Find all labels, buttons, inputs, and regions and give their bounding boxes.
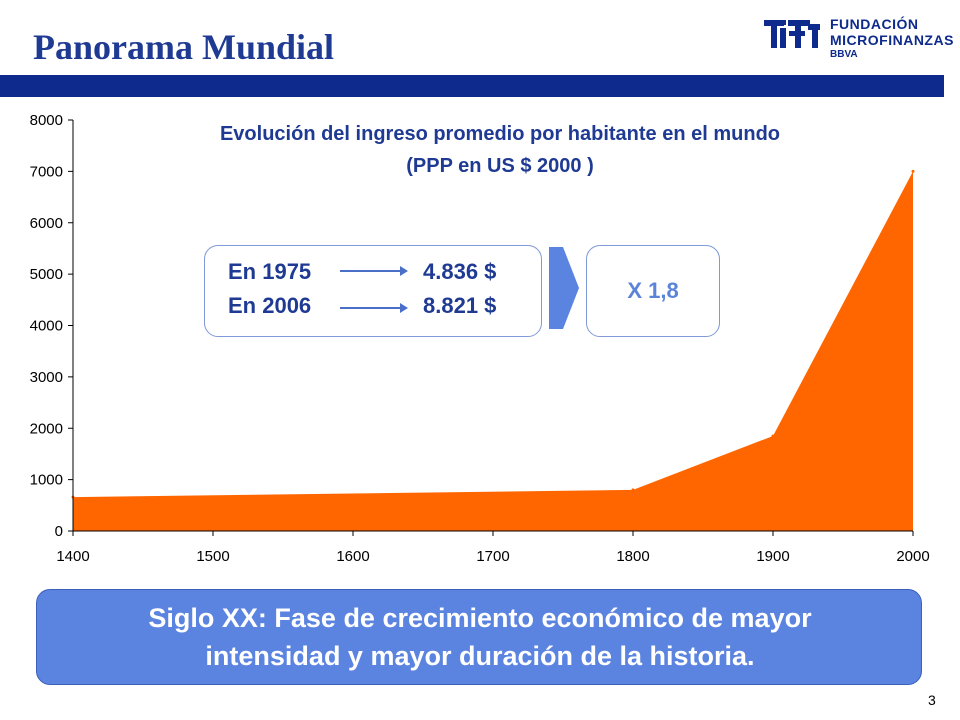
- info-value-1975: 4.836 $: [423, 259, 497, 284]
- income-area-chart: 0 1000 2000 3000 4000 5000 6000 7000 8000 1400 150…: [30, 112, 930, 565]
- logo-mark-icon: [764, 20, 820, 48]
- arrow-right-icon: [340, 266, 408, 276]
- conclusion-line-1: Siglo XX: Fase de crecimiento económico …: [148, 603, 812, 633]
- header-bar: [0, 75, 944, 97]
- plot-area: 0 1000 2000 3000 4000 5000 6000 7000 8000 1400 150…: [30, 112, 930, 565]
- x-tick-label: 1700: [476, 548, 509, 565]
- y-tick-label: 6000: [30, 215, 63, 232]
- chart-title: Evolución del ingreso promedio por habit…: [219, 123, 781, 145]
- y-tick-label: 1000: [30, 472, 63, 489]
- logo-text-line2: MICROFINANZAS: [830, 32, 954, 48]
- y-tick-label: 8000: [30, 112, 63, 129]
- logo-text-line3: BBVA: [830, 49, 858, 60]
- y-tick-label: 0: [55, 523, 63, 540]
- y-tick-label: 4000: [30, 318, 63, 335]
- area-series: [73, 171, 913, 531]
- info-year-1975: En 1975: [228, 259, 312, 284]
- x-tick-label: 2000: [896, 548, 929, 565]
- page-title: Panorama Mundial: [33, 27, 335, 67]
- chart-subtitle: (PPP en US $ 2000 ): [406, 155, 594, 177]
- info-year-2006: En 2006: [228, 293, 312, 318]
- x-tick-label: 1400: [56, 548, 89, 565]
- data-point: [771, 434, 775, 438]
- x-tick-label: 1900: [756, 548, 789, 565]
- x-tick-label: 1500: [196, 548, 229, 565]
- y-tick-label: 3000: [30, 369, 63, 386]
- logo-text-line1: FUNDACIÓN: [830, 16, 919, 32]
- y-tick-label: 7000: [30, 163, 63, 180]
- conclusion-line-2: intensidad y mayor duración de la histor…: [205, 641, 755, 671]
- data-point: [911, 169, 915, 173]
- info-box: [204, 245, 542, 337]
- chevron-right-icon: [549, 247, 579, 329]
- info-value-2006: 8.821 $: [423, 293, 497, 318]
- x-tick-label: 1800: [616, 548, 649, 565]
- y-tick-label: 2000: [30, 420, 63, 437]
- arrow-right-icon: [340, 303, 408, 313]
- conclusion-box: [36, 589, 922, 685]
- y-tick-label: 5000: [30, 266, 63, 283]
- multiplier-box: X 1,8: [586, 245, 720, 337]
- x-tick-label: 1600: [336, 548, 369, 565]
- multiplier-value: X 1,8: [627, 278, 679, 303]
- data-point: [631, 488, 635, 492]
- page-number: 3: [928, 692, 936, 708]
- logo: [764, 20, 820, 48]
